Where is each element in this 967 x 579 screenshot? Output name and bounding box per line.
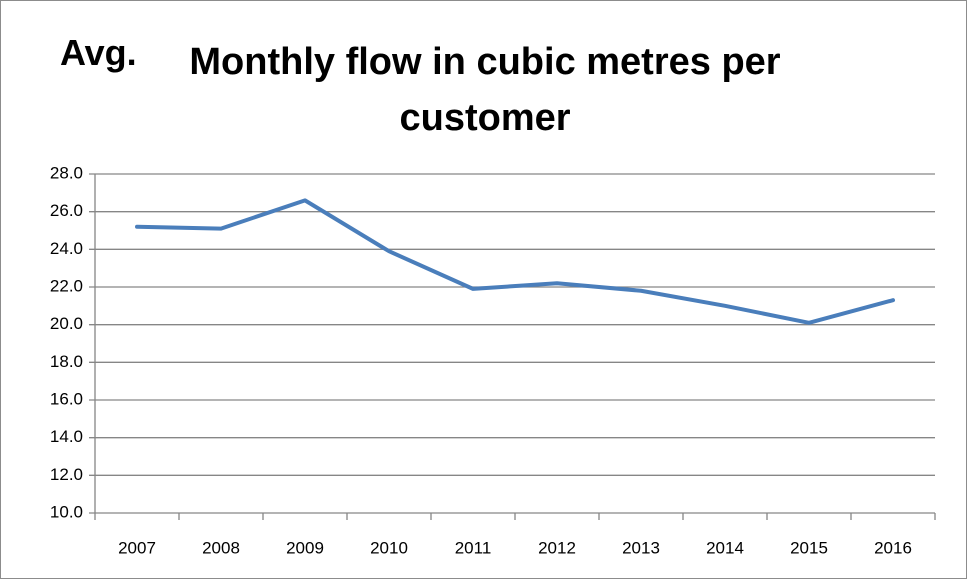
y-tick-label: 22.0: [50, 276, 83, 295]
x-tick-label: 2007: [118, 538, 156, 557]
x-tick-label: 2008: [202, 538, 240, 557]
x-tick-label: 2011: [455, 538, 492, 557]
x-tick-label: 2014: [706, 538, 744, 557]
x-tick-label: 2015: [790, 538, 828, 557]
x-tick-label: 2009: [286, 538, 324, 557]
data-line: [135, 198, 895, 325]
y-tick-label: 28.0: [50, 163, 83, 182]
x-tick-label: 2010: [370, 538, 408, 557]
y-tick-label: 16.0: [50, 389, 83, 408]
x-tick-label: 2016: [874, 538, 912, 557]
y-tick-label: 24.0: [50, 239, 83, 258]
x-tick-label: 2013: [622, 538, 660, 557]
y-tick-label: 18.0: [50, 352, 83, 371]
y-tick-label: 26.0: [50, 201, 83, 220]
chart-title: Monthly flow in cubic metres per custome…: [189, 41, 781, 139]
y-tick-label: 10.0: [50, 502, 83, 521]
x-tick-label: 2012: [538, 538, 576, 557]
y-tick-label: 12.0: [50, 465, 83, 484]
y-tick-label: 14.0: [50, 427, 83, 446]
y-tick-label: 20.0: [50, 314, 83, 333]
title-annotation: Avg.: [60, 32, 137, 73]
